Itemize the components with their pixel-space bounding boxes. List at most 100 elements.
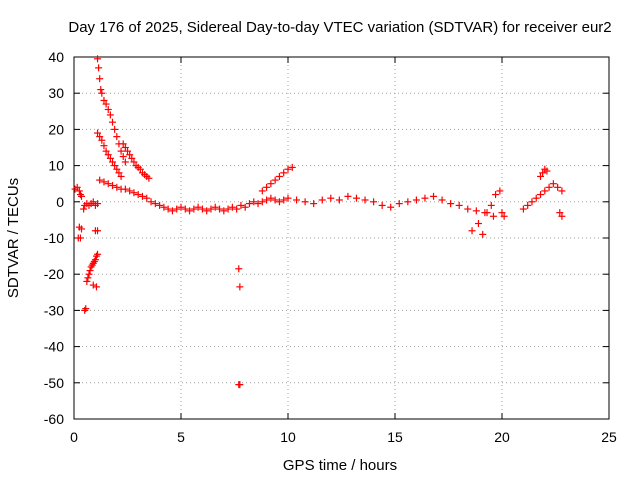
grid-lines (74, 57, 609, 419)
data-point (81, 306, 89, 314)
data-point (117, 147, 125, 155)
data-point (177, 203, 185, 211)
data-point (134, 191, 142, 199)
data-point (236, 381, 244, 389)
data-point (124, 147, 131, 155)
data-point (198, 205, 206, 213)
y-tick-label: 20 (48, 121, 64, 137)
data-point (537, 191, 545, 199)
data-point (487, 201, 495, 209)
data-point (151, 200, 159, 208)
data-point (532, 194, 540, 202)
data-point (121, 158, 129, 166)
data-point (293, 196, 301, 204)
chart-title: Day 176 of 2025, Sidereal Day-to-day VTE… (68, 19, 611, 36)
data-point (160, 203, 168, 211)
data-point (288, 163, 296, 171)
data-point (267, 180, 275, 188)
data-point (545, 183, 553, 191)
data-point (447, 200, 455, 208)
data-point (173, 205, 181, 213)
data-point (472, 207, 480, 215)
x-axis-label: GPS time / hours (283, 457, 397, 474)
data-point (126, 151, 134, 159)
data-point (224, 205, 232, 213)
data-point (156, 201, 164, 209)
data-point (89, 281, 97, 289)
data-point (181, 205, 189, 213)
data-point (96, 75, 104, 83)
data-point (275, 172, 283, 180)
data-point (541, 187, 549, 195)
y-tick-label: -30 (44, 302, 64, 318)
data-point (109, 158, 117, 166)
data-point (96, 133, 104, 141)
data-point (98, 136, 106, 144)
data-point (284, 194, 292, 202)
data-point (263, 183, 271, 191)
data-point (94, 200, 102, 208)
data-point (254, 200, 262, 208)
data-point (94, 55, 102, 63)
data-point (82, 305, 90, 313)
data-point (387, 203, 395, 211)
data-point (97, 86, 105, 94)
data-point (76, 191, 84, 199)
data-point (263, 196, 271, 204)
x-tick-label: 0 (70, 429, 78, 445)
data-point (258, 198, 266, 206)
data-point (111, 162, 119, 170)
data-point (468, 227, 476, 235)
data-point (237, 201, 245, 209)
data-point (271, 196, 279, 204)
axis-ticks: 0 5 10 15 20 25 -60 -50 -40 -30 -20 -10 0 10 20 30 40 (44, 49, 617, 445)
data-point (73, 183, 81, 191)
data-point (100, 178, 108, 186)
data-point (378, 201, 386, 209)
y-axis-label: SDTVAR / TECUs (5, 178, 22, 298)
data-point (109, 118, 117, 126)
data-point (136, 165, 144, 173)
data-point (421, 194, 429, 202)
data-points (71, 55, 566, 389)
y-tick-label: 10 (48, 158, 64, 174)
data-point (104, 180, 112, 188)
data-point (258, 187, 266, 195)
data-point (106, 154, 114, 162)
data-point (489, 212, 497, 220)
data-point (318, 196, 326, 204)
data-point (102, 100, 110, 108)
data-point (558, 212, 566, 220)
data-point (77, 192, 85, 200)
data-point (113, 183, 121, 191)
data-point (267, 194, 275, 202)
x-tick-label: 20 (494, 429, 510, 445)
data-point (89, 198, 97, 206)
data-point (100, 142, 108, 150)
data-point (245, 200, 253, 208)
data-point (524, 201, 532, 209)
data-point (464, 205, 472, 213)
data-point (250, 198, 258, 206)
y-tick-label: 30 (48, 85, 64, 101)
data-point (145, 174, 153, 182)
data-point (128, 154, 136, 162)
data-point (220, 207, 228, 215)
data-point (203, 207, 211, 215)
data-point (168, 207, 176, 215)
y-tick-label: -10 (44, 230, 64, 246)
data-point (117, 172, 125, 180)
data-point (190, 205, 198, 213)
data-point (147, 198, 155, 206)
data-point (301, 198, 309, 206)
data-point (143, 194, 151, 202)
data-point (76, 234, 84, 242)
data-point (216, 205, 224, 213)
data-point (558, 187, 566, 195)
x-tick-label: 15 (387, 429, 403, 445)
data-point (91, 256, 99, 264)
data-point (94, 227, 102, 235)
data-point (194, 203, 202, 211)
data-point (280, 169, 288, 177)
data-point (138, 192, 146, 200)
